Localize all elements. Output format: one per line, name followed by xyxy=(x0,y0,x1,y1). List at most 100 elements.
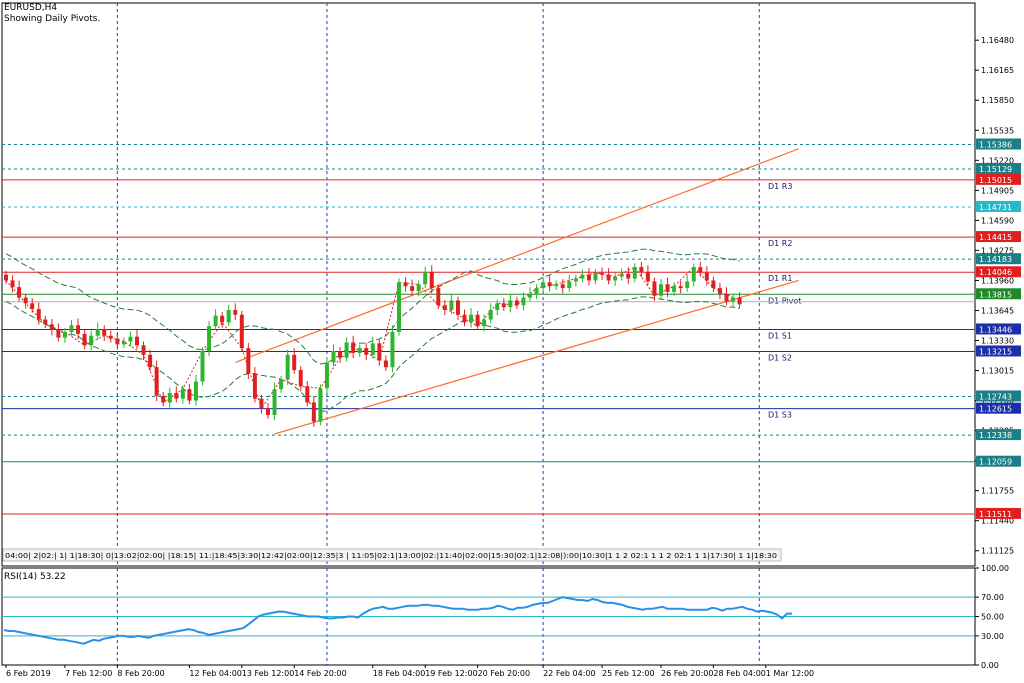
rsi-label: RSI(14) 53.22 xyxy=(4,572,66,582)
candle-body xyxy=(711,280,716,289)
candle-body xyxy=(357,348,362,353)
x-tick-label: 13 Feb 12:00 xyxy=(242,669,294,678)
time-strip xyxy=(2,548,782,562)
symbol-label: EURUSD,H4 xyxy=(4,3,58,13)
candle-body xyxy=(691,267,696,282)
price-badge-label: 1.15386 xyxy=(979,140,1012,149)
candle-body xyxy=(501,303,506,308)
candle-body xyxy=(724,293,729,302)
price-badge xyxy=(976,345,1021,357)
candle-body xyxy=(645,271,650,282)
candle-body xyxy=(573,278,578,282)
y-tick-label: 1.13015 xyxy=(981,367,1014,376)
candle-body xyxy=(141,345,146,355)
channel-line xyxy=(235,148,799,364)
candle-body xyxy=(95,329,100,336)
candle-body xyxy=(508,300,513,308)
price-badge xyxy=(976,138,1021,150)
candle-body xyxy=(698,267,703,273)
candle-body xyxy=(482,319,487,327)
price-badge xyxy=(976,390,1021,402)
candle-body xyxy=(154,367,159,396)
candle-body xyxy=(351,342,356,353)
price-badge-label: 1.12615 xyxy=(979,405,1012,414)
candle-body xyxy=(10,280,15,288)
candle-body xyxy=(704,272,709,281)
candle-body xyxy=(580,274,585,279)
candle-body xyxy=(462,314,467,323)
candle-body xyxy=(403,282,408,287)
price-badge-label: 1.12743 xyxy=(979,392,1012,401)
candle-body xyxy=(442,305,447,311)
level-tag: D1 S3 xyxy=(768,411,792,420)
candle-body xyxy=(233,310,238,315)
price-badge-label: 1.13815 xyxy=(979,290,1012,299)
candle-body xyxy=(338,351,343,358)
candle-body xyxy=(259,398,264,409)
level-tag: D1 R3 xyxy=(768,182,792,191)
price-badge xyxy=(976,162,1021,174)
candle-body xyxy=(49,324,54,331)
price-badge-label: 1.15015 xyxy=(979,176,1012,185)
y-tick-label: 1.13960 xyxy=(981,276,1014,285)
x-tick-label: 7 Feb 12:00 xyxy=(65,669,112,678)
candle-body xyxy=(639,267,644,272)
rsi-tick-label: 100.00 xyxy=(981,564,1009,573)
y-tick-label: 1.16165 xyxy=(981,66,1014,75)
candle-body xyxy=(593,272,598,281)
candle-body xyxy=(390,331,395,368)
candle-body xyxy=(554,284,559,287)
candle-body xyxy=(298,370,303,387)
price-badge-label: 1.13215 xyxy=(979,347,1012,356)
candle-body xyxy=(488,310,493,320)
candle-body xyxy=(665,284,670,292)
x-tick-label: 1 Mar 12:00 xyxy=(766,669,814,678)
price-badge xyxy=(976,253,1021,265)
price-badge xyxy=(976,323,1021,335)
rsi-line xyxy=(3,596,792,645)
x-tick-label: 19 Feb 12:00 xyxy=(425,669,477,678)
candle-body xyxy=(455,300,460,315)
candle-body xyxy=(632,267,637,279)
candle-body xyxy=(541,282,546,289)
candle-body xyxy=(213,315,218,327)
candle-body xyxy=(652,281,657,296)
candle-body xyxy=(436,288,441,306)
candle-body xyxy=(613,276,618,281)
candle-body xyxy=(82,333,87,346)
time-strip-label: 04:00| 2|02:| 1| 1|18:30| 0|13:02|02:00|… xyxy=(5,552,777,560)
candle-body xyxy=(272,389,277,415)
candle-body xyxy=(449,300,454,311)
candle-body xyxy=(469,314,474,323)
rsi-tick-label: 50.00 xyxy=(981,613,1004,622)
price-badge xyxy=(976,507,1021,519)
candle-body xyxy=(180,389,185,399)
candle-body xyxy=(416,284,421,291)
zigzag-line xyxy=(5,266,734,410)
candle-body xyxy=(148,354,153,368)
candle-body xyxy=(534,288,539,294)
candle-body xyxy=(239,314,244,349)
candle-body xyxy=(4,274,8,281)
candle-body xyxy=(586,274,591,281)
price-badge-label: 1.11511 xyxy=(979,510,1012,519)
candle-body xyxy=(161,395,166,403)
candle-body xyxy=(547,282,552,287)
candle-body xyxy=(521,297,526,306)
candle-body xyxy=(76,325,81,334)
candle-body xyxy=(331,351,336,363)
candle-body xyxy=(423,271,428,285)
price-badge xyxy=(976,429,1021,441)
candle-body xyxy=(121,341,126,345)
y-tick-label: 1.11125 xyxy=(981,547,1014,556)
y-tick-label: 1.13645 xyxy=(981,306,1014,315)
indicator-subtitle: Showing Daily Pivots. xyxy=(4,14,101,24)
candle-body xyxy=(311,402,316,422)
x-tick-label: 8 Feb 20:00 xyxy=(117,669,164,678)
candle-body xyxy=(678,286,683,289)
price-badge-label: 1.15129 xyxy=(979,165,1012,174)
candle-body xyxy=(115,338,120,345)
candle-body xyxy=(30,303,35,310)
level-tag: D1 Pivot xyxy=(768,296,801,305)
